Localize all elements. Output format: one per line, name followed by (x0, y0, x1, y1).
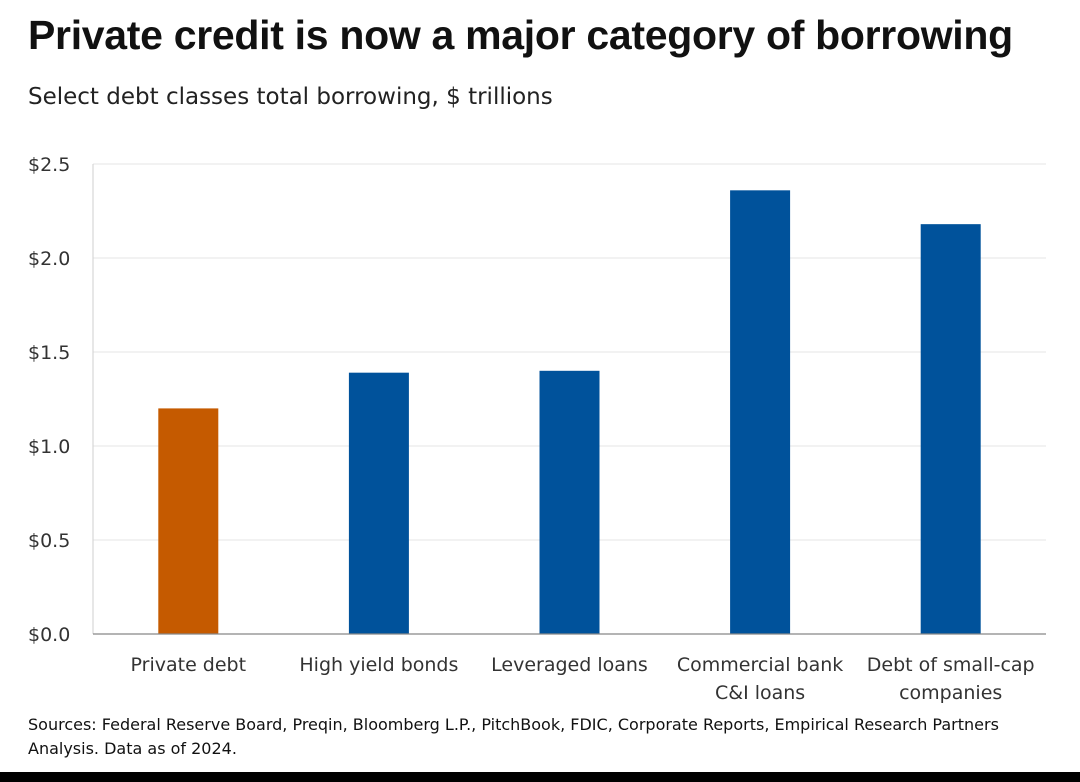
bar (920, 224, 981, 634)
x-category-label: Debt of small-cap companies (867, 654, 1035, 704)
x-category-label: High yield bonds (299, 654, 458, 676)
x-category-label-line: High yield bonds (299, 654, 458, 676)
y-tick-label: $0.0 (28, 624, 70, 646)
y-tick-label: $2.0 (28, 248, 70, 270)
x-category-label-line: Commercial bank (677, 654, 843, 676)
x-category-label-line: Leveraged loans (491, 654, 648, 676)
bottom-border (0, 772, 1080, 782)
x-category-label-line: Private debt (131, 654, 247, 676)
bar (539, 370, 600, 634)
bar (348, 372, 409, 634)
chart-title: Private credit is now a major category o… (28, 12, 1013, 58)
bar-chart: $0.0 $0.5 $1.0 $1.5 $2.0 $2.5 Private debt High… (28, 154, 1046, 704)
source-note: Sources: Federal Reserve Board, Preqin, … (28, 715, 999, 758)
x-category-label: Private debt (131, 654, 247, 676)
bar (730, 190, 791, 634)
y-tick-label: $0.5 (28, 530, 70, 552)
y-tick-label: $1.0 (28, 436, 70, 458)
y-tick-label: $2.5 (28, 154, 70, 176)
x-category-label-line: C&I loans (715, 682, 805, 704)
x-category-label: Leveraged loans (491, 654, 648, 676)
y-tick-label: $1.5 (28, 342, 70, 364)
x-category-label: Commercial bank C&I loans (677, 654, 843, 704)
chart-subtitle: Select debt classes total borrowing, $ t… (28, 84, 553, 110)
bar (158, 408, 219, 634)
x-category-label-line: Debt of small-cap (867, 654, 1035, 676)
x-category-label-line: companies (899, 682, 1002, 704)
